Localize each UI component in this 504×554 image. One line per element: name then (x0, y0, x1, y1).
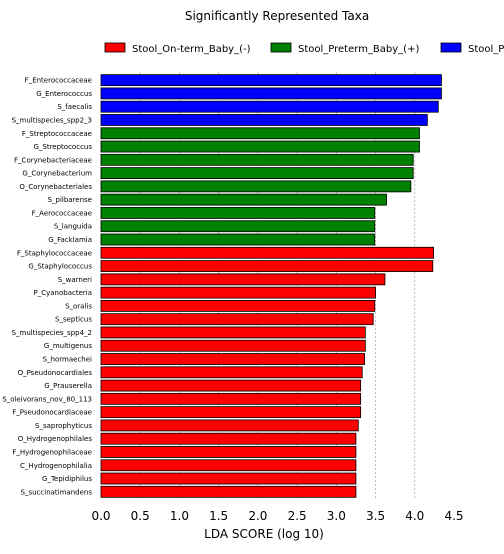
y-tick-label: P_Cyanobacteria (33, 289, 92, 297)
y-tick-label: S_saprophyticus (35, 422, 92, 430)
x-tick-label: 1.0 (170, 509, 189, 523)
bar (100, 446, 357, 458)
bar (100, 140, 420, 153)
y-tick-labels: F_Enterococcaceae G_Enterococcus S_faecali… (2, 77, 92, 497)
y-tick-label: F_Enterococcaceae (25, 77, 92, 85)
y-tick-label: G_Enterococcus (36, 90, 92, 98)
x-ticks: 0.0 0.5 1.0 1.5 2.0 2.5 3.0 3.5 4.0 4.5 (91, 509, 463, 523)
y-tick-label: O_Hydrogenophilales (18, 435, 93, 443)
legend-swatch (104, 42, 126, 53)
bar (100, 153, 414, 166)
x-tick-label: 0.5 (131, 509, 150, 523)
x-tick-label: 3.0 (327, 509, 346, 523)
bar (100, 207, 376, 219)
y-tick-label: S_oralis (65, 302, 92, 310)
bar (100, 260, 434, 272)
y-tick-label: F_Aerococcaceae (32, 209, 92, 217)
y-tick-label: G_multigenus (44, 342, 92, 350)
y-tick-label: G_Facklamia (48, 236, 92, 244)
y-tick-label: F_Corynebacteriaceae (14, 156, 92, 164)
y-tick-label: C_Hydrogenophilalia (20, 462, 92, 470)
y-tick-label: S_succinatimandens (21, 488, 93, 496)
bar (100, 127, 420, 140)
x-tick-label: 0.0 (91, 509, 110, 523)
y-tick-label: F_Streptococcaceae (22, 130, 92, 138)
legend-label: Stool_P (468, 44, 504, 55)
bar (100, 74, 442, 87)
legend: Stool_On-term_Baby_(-) Stool_Preterm_Baby… (104, 42, 504, 55)
x-tick-label: 1.5 (209, 509, 228, 523)
bar (100, 485, 357, 498)
y-tick-label: G_Prauserella (44, 382, 92, 390)
bar (100, 273, 386, 286)
bar (100, 87, 442, 100)
bar (100, 299, 376, 312)
y-tick-label: S_multispecies_spp2_3 (12, 116, 92, 124)
x-tick-label: 4.0 (405, 509, 424, 523)
bar (100, 326, 366, 339)
legend-swatch (270, 42, 292, 53)
y-tick-label: S_faecalis (57, 103, 92, 111)
bar (100, 313, 374, 326)
y-tick-label: S_oleivorans_nov_80_113 (2, 395, 92, 403)
bar (100, 193, 387, 206)
bar (100, 406, 362, 419)
bar (100, 180, 412, 193)
bar (100, 114, 428, 126)
legend-swatch (440, 42, 462, 53)
bar (100, 379, 362, 392)
y-tick-label: S_pilbarense (48, 196, 92, 204)
y-tick-label: G_Streptococcus (33, 143, 92, 151)
bar (100, 246, 435, 259)
x-tick-label: 3.5 (366, 509, 385, 523)
y-tick-label: G_Tepidiphilus (42, 475, 92, 483)
y-tick-label: F_Hydrogenophilaceae (12, 448, 92, 456)
legend-label: Stool_Preterm_Baby_(+) (298, 44, 419, 55)
bar (100, 339, 366, 352)
bar (100, 366, 363, 379)
bar (100, 286, 376, 299)
x-tick-label: 2.0 (248, 509, 267, 523)
legend-label: Stool_On-term_Baby_(-) (132, 44, 251, 55)
y-tick-label: G_Staphylococcus (28, 263, 92, 271)
bar (100, 472, 357, 485)
y-tick-label: S_hormaechei (43, 356, 92, 364)
bar (100, 233, 376, 246)
y-tick-label: O_Pseudonocardiales (18, 369, 93, 377)
bars (100, 74, 442, 498)
y-tick-label: S_languida (54, 223, 92, 231)
y-tick-label: O_Corynebacteriales (19, 183, 92, 191)
y-tick-label: S_warneri (58, 276, 92, 284)
bar (100, 220, 376, 233)
bar (100, 100, 439, 113)
y-tick-label: F_Pseudonocardiaceae (12, 409, 92, 417)
bar (100, 459, 357, 472)
x-tick-label: 2.5 (288, 509, 307, 523)
bar (100, 353, 365, 365)
y-tick-label: F_Staphylococcaceae (17, 249, 92, 257)
bar (100, 392, 362, 405)
chart-title: Significantly Represented Taxa (185, 9, 369, 23)
y-tick-label: S_septicus (55, 316, 92, 324)
y-tick-label: S_multispecies_spp4_2 (12, 329, 92, 337)
y-tick-label: G_Corynebacterium (22, 170, 92, 178)
x-tick-label: 4.5 (444, 509, 463, 523)
x-axis-label: LDA SCORE (log 10) (204, 527, 324, 541)
bar (100, 167, 414, 180)
bar (100, 432, 357, 445)
bar (100, 419, 359, 432)
